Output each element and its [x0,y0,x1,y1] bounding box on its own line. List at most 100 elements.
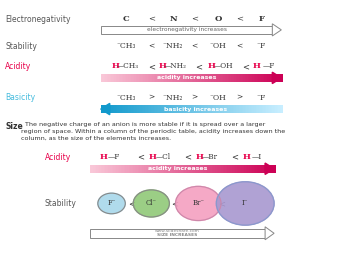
Bar [116,165,118,173]
Bar [183,105,185,113]
Bar [159,165,161,173]
Bar [181,165,183,173]
Bar [180,105,182,113]
Bar [243,165,245,173]
Bar [107,105,109,113]
Bar [222,74,224,82]
Bar [166,105,168,113]
Bar [256,105,257,113]
Bar [230,165,232,173]
Bar [152,105,154,113]
Bar [246,165,248,173]
Bar [234,165,236,173]
Bar [178,105,180,113]
Text: acidity increases: acidity increases [157,75,216,80]
Bar [113,74,115,82]
Bar [105,165,107,173]
Bar [127,165,129,173]
Bar [149,165,150,173]
Bar [189,74,190,82]
Bar [125,74,127,82]
Bar [166,165,167,173]
Text: www.slideshare.com: www.slideshare.com [155,229,200,233]
Bar [182,74,185,82]
Bar [234,74,236,82]
Bar [135,165,136,173]
Text: ⁻F: ⁻F [257,94,266,102]
Bar [101,74,103,82]
Bar [111,165,114,173]
Text: The negative charge of an anion is more stable if it is spread over a larger
reg: The negative charge of an anion is more … [21,122,285,140]
Bar [280,105,282,113]
Bar [250,165,253,173]
Bar [190,105,192,113]
Bar [228,105,230,113]
Bar [249,105,251,113]
Bar [139,165,141,173]
Circle shape [98,193,125,214]
Bar [128,165,130,173]
Bar [104,74,106,82]
Text: H: H [243,153,250,161]
Bar [189,105,191,113]
Bar [113,165,115,173]
Bar [204,165,206,173]
Text: ⁻CH₃: ⁻CH₃ [116,94,136,102]
Bar [229,74,232,82]
Bar [177,74,178,82]
Bar [238,165,240,173]
Bar [178,74,180,82]
Bar [209,105,210,113]
Bar [187,74,189,82]
Bar [117,74,119,82]
Bar [169,74,171,82]
Bar [163,105,165,113]
Text: SIZE INCREASES: SIZE INCREASES [157,233,198,237]
Bar [174,105,175,113]
Bar [272,105,274,113]
Bar [132,165,134,173]
Bar [101,105,103,113]
Bar [140,105,142,113]
Bar [186,105,187,113]
Bar [193,105,195,113]
Text: <: < [137,153,144,162]
Circle shape [133,190,169,217]
Bar [91,165,93,173]
Bar [260,105,262,113]
Text: —CH₃: —CH₃ [117,62,139,70]
Bar [263,165,265,173]
Bar [172,74,174,82]
Bar [132,74,134,82]
Bar [220,74,222,82]
Bar [196,74,198,82]
Bar [189,165,191,173]
Bar [110,165,112,173]
Bar [131,74,133,82]
Bar [201,165,203,173]
Bar [169,105,171,113]
Bar [149,74,151,82]
Bar [240,165,242,173]
Bar [131,105,133,113]
Text: ⁻OH: ⁻OH [210,42,226,50]
Bar [160,74,162,82]
Bar [154,105,156,113]
Bar [138,165,140,173]
Bar [214,105,217,113]
Text: basicity increases: basicity increases [164,107,227,112]
Bar [237,165,238,173]
Bar [165,105,166,113]
Bar [145,74,147,82]
Bar [116,74,118,82]
Bar [120,74,122,82]
Bar [244,105,245,113]
Bar [278,74,280,82]
Bar [229,165,231,173]
Bar [187,165,189,173]
Bar [108,165,110,173]
Text: <: < [231,153,238,162]
Bar [228,165,229,173]
Bar [253,105,254,113]
Bar [104,105,106,113]
